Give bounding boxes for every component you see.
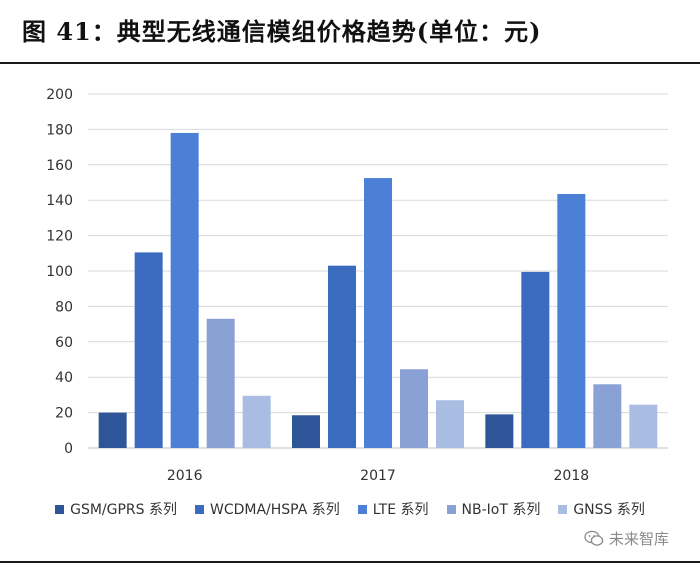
legend-swatch <box>357 504 367 514</box>
legend-item: LTE 系列 <box>357 499 429 519</box>
bar-0-3 <box>206 318 235 448</box>
bar-0-1 <box>134 252 163 448</box>
bar-2-3 <box>593 384 622 448</box>
y-tick-label: 80 <box>55 299 73 315</box>
bar-1-0 <box>292 415 320 448</box>
legend-item: GNSS 系列 <box>558 499 645 519</box>
y-tick-label: 140 <box>46 193 73 209</box>
y-tick-label: 60 <box>55 335 73 351</box>
y-tick-label: 160 <box>46 158 73 174</box>
y-tick-label: 100 <box>46 264 73 280</box>
bar-1-2 <box>364 178 392 448</box>
y-tick-label: 120 <box>46 229 73 245</box>
bar-0-0 <box>98 412 127 448</box>
legend-item: NB-IoT 系列 <box>446 499 541 519</box>
bar-2-0 <box>485 414 514 448</box>
bar-1-4 <box>436 400 464 448</box>
bar-2-1 <box>521 271 550 448</box>
legend-swatch <box>55 504 65 514</box>
page-title: 图 41：典型无线通信模组价格趋势(单位：元) <box>22 17 542 46</box>
x-tick-label: 2017 <box>360 468 396 484</box>
chart-legend: GSM/GPRS 系列 WCDMA/HSPA 系列 LTE 系列 NB-IoT 系列 G… <box>0 497 700 521</box>
y-tick-label: 40 <box>55 370 73 386</box>
x-tick-label: 2016 <box>167 468 203 484</box>
legend-item: WCDMA/HSPA 系列 <box>195 499 340 519</box>
bar-1-3 <box>400 369 428 448</box>
legend-item: GSM/GPRS 系列 <box>55 499 177 519</box>
bar-0-2 <box>170 132 199 448</box>
watermark: 未来智库 <box>584 528 669 549</box>
legend-label: WCDMA/HSPA 系列 <box>210 502 340 518</box>
legend-label: NB-IoT 系列 <box>461 502 541 518</box>
legend-label: GNSS 系列 <box>573 502 645 518</box>
legend-label: GSM/GPRS 系列 <box>70 502 177 518</box>
y-tick-label: 0 <box>64 441 73 457</box>
y-tick-label: 20 <box>55 406 73 422</box>
watermark-text: 未来智库 <box>609 530 670 548</box>
bar-2-2 <box>557 194 586 448</box>
y-tick-label: 180 <box>46 122 73 138</box>
legend-swatch <box>446 504 456 514</box>
bar-1-1 <box>328 265 356 448</box>
bar-chart: 0 20 40 60 80 100 120 140 160 180 200 2016 2017 2018 <box>46 87 668 484</box>
y-tick-label: 200 <box>46 87 73 103</box>
bar-0-4 <box>242 395 271 448</box>
title-bar: 图 41：典型无线通信模组价格趋势(单位：元) <box>0 0 700 64</box>
bottom-rule <box>0 561 700 563</box>
legend-label: LTE 系列 <box>372 502 429 518</box>
wechat-icon <box>584 530 604 546</box>
bar-2-4 <box>629 404 658 448</box>
legend-swatch <box>558 504 568 514</box>
x-tick-label: 2018 <box>554 468 590 484</box>
legend-swatch <box>195 504 204 514</box>
